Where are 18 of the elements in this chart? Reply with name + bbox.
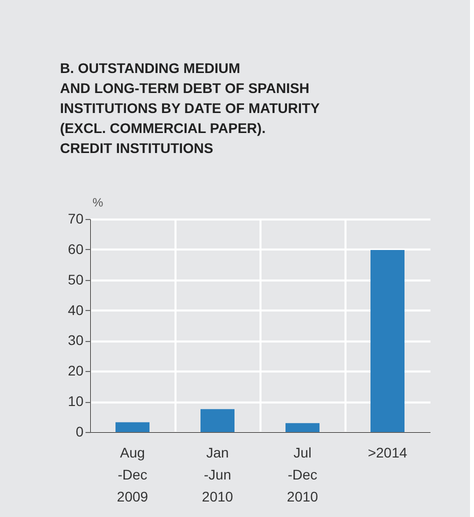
bar (286, 423, 320, 432)
y-tick-label: 10 (68, 393, 84, 410)
y-tick-label: 40 (68, 302, 84, 318)
y-tick-label: 0 (76, 424, 84, 440)
x-tick-label: Jul -Dec 2010 (286, 444, 318, 504)
y-tick-label: 50 (68, 271, 84, 288)
bar (370, 250, 404, 432)
x-tick-label: Aug -Dec 2009 (116, 444, 148, 504)
y-axis-title: % (92, 196, 104, 210)
bar (116, 422, 150, 432)
y-tick-label: 70 (68, 210, 84, 226)
x-tick-label: >2014 (368, 444, 408, 460)
bar (200, 409, 234, 432)
y-tick-label: 60 (68, 240, 84, 257)
chart-title: B. OUTSTANDING MEDIUM AND LONG-TERM DEBT OF SPANISH INSTITUTIONS BY DATE OF MATURITY (EXCL. COMMERCIAL PAPER). CREDIT INSTITUTIONS (60, 60, 320, 156)
y-tick-label: 30 (68, 332, 84, 348)
y-tick-label: 20 (68, 362, 84, 379)
x-tick-label: Jan -Jun 2010 (202, 444, 234, 504)
